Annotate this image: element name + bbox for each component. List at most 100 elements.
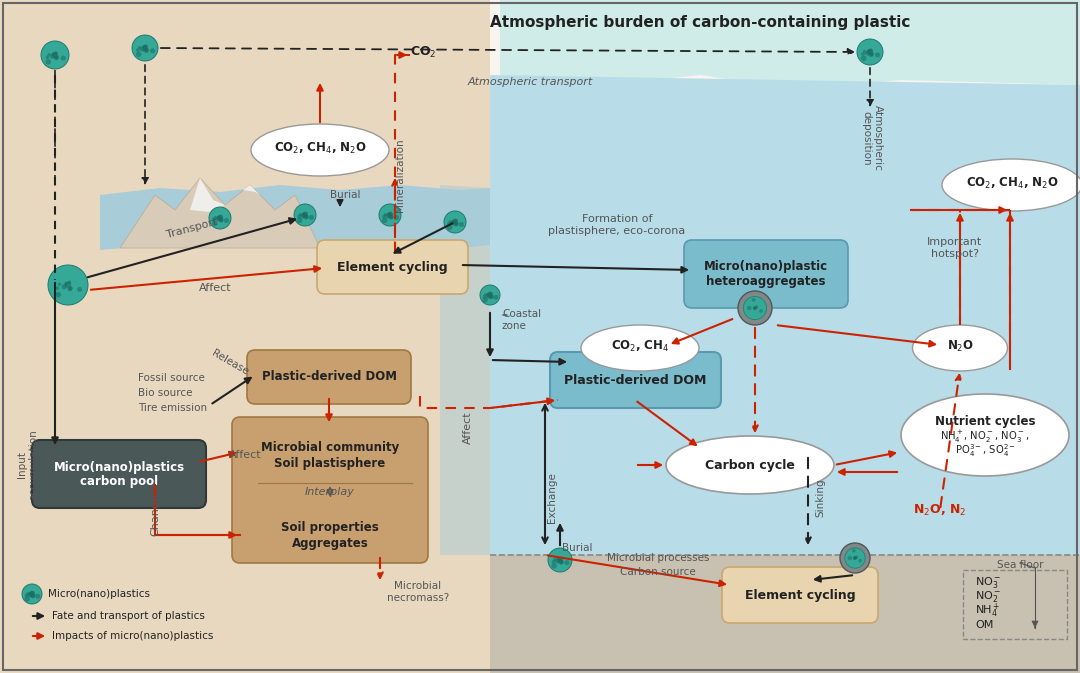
- Polygon shape: [120, 178, 320, 248]
- Circle shape: [863, 50, 866, 53]
- Circle shape: [557, 557, 563, 563]
- Circle shape: [487, 291, 494, 298]
- Polygon shape: [0, 0, 490, 673]
- Circle shape: [867, 48, 873, 55]
- Circle shape: [859, 559, 862, 563]
- Circle shape: [858, 39, 883, 65]
- Circle shape: [386, 213, 391, 219]
- Circle shape: [52, 52, 58, 58]
- Circle shape: [144, 48, 149, 53]
- Circle shape: [132, 35, 158, 61]
- Circle shape: [143, 45, 146, 49]
- Circle shape: [25, 596, 30, 602]
- Circle shape: [219, 215, 222, 218]
- Circle shape: [487, 293, 490, 296]
- Circle shape: [552, 560, 555, 564]
- Text: Interplay: Interplay: [305, 487, 355, 497]
- Circle shape: [486, 293, 490, 298]
- Circle shape: [303, 215, 309, 219]
- Circle shape: [489, 292, 492, 295]
- Circle shape: [865, 50, 870, 56]
- Circle shape: [77, 287, 82, 292]
- Text: Important
hotspot?: Important hotspot?: [928, 237, 983, 259]
- Circle shape: [388, 213, 391, 216]
- Circle shape: [30, 594, 36, 598]
- Circle shape: [853, 557, 856, 560]
- Text: Formation of
plastisphere, eco-corona: Formation of plastisphere, eco-corona: [549, 214, 686, 236]
- Circle shape: [218, 218, 224, 223]
- Circle shape: [743, 296, 767, 320]
- Circle shape: [217, 215, 224, 221]
- Circle shape: [861, 52, 865, 56]
- Circle shape: [52, 52, 55, 56]
- Text: Plastic-derived DOM: Plastic-derived DOM: [261, 371, 396, 384]
- Circle shape: [488, 295, 494, 299]
- Text: Nutrient cycles: Nutrient cycles: [935, 415, 1036, 429]
- Text: CO$_2$, CH$_4$, N$_2$O: CO$_2$, CH$_4$, N$_2$O: [966, 176, 1058, 190]
- Circle shape: [136, 52, 141, 57]
- Circle shape: [861, 56, 866, 61]
- Circle shape: [300, 213, 306, 219]
- Circle shape: [484, 293, 487, 296]
- Text: Coastal
zone: Coastal zone: [502, 309, 541, 331]
- Circle shape: [29, 591, 36, 597]
- Ellipse shape: [251, 124, 389, 176]
- Text: N$_2$O, N$_2$: N$_2$O, N$_2$: [914, 503, 967, 518]
- Circle shape: [459, 222, 464, 227]
- Circle shape: [559, 560, 564, 564]
- Circle shape: [62, 284, 67, 289]
- Circle shape: [869, 48, 873, 52]
- Circle shape: [145, 48, 149, 52]
- Polygon shape: [500, 0, 1080, 90]
- FancyBboxPatch shape: [318, 240, 468, 294]
- Polygon shape: [100, 185, 490, 250]
- Circle shape: [299, 213, 302, 216]
- Circle shape: [219, 217, 224, 222]
- Ellipse shape: [581, 325, 699, 371]
- Text: CO$_2$: CO$_2$: [410, 44, 436, 59]
- Text: Element cycling: Element cycling: [337, 260, 447, 273]
- Circle shape: [138, 46, 141, 49]
- Circle shape: [869, 52, 874, 57]
- Circle shape: [224, 218, 229, 223]
- Circle shape: [455, 221, 459, 226]
- Text: Release: Release: [210, 349, 251, 378]
- Circle shape: [854, 555, 859, 559]
- Circle shape: [60, 56, 66, 61]
- Circle shape: [848, 556, 852, 560]
- Text: Microbial processes: Microbial processes: [607, 553, 710, 563]
- Text: carbon pool: carbon pool: [80, 476, 158, 489]
- Text: Transport: Transport: [165, 217, 218, 240]
- Circle shape: [387, 212, 393, 218]
- Circle shape: [54, 55, 58, 60]
- Circle shape: [26, 592, 29, 595]
- Circle shape: [45, 55, 50, 59]
- Circle shape: [489, 295, 494, 299]
- Circle shape: [212, 218, 216, 221]
- Text: Plastic-derived DOM: Plastic-derived DOM: [564, 374, 706, 386]
- Circle shape: [845, 548, 865, 568]
- FancyBboxPatch shape: [723, 567, 878, 623]
- Circle shape: [755, 306, 758, 309]
- Circle shape: [753, 306, 756, 310]
- Circle shape: [48, 265, 87, 305]
- Text: Soil properties: Soil properties: [281, 522, 379, 534]
- Circle shape: [853, 556, 858, 560]
- Circle shape: [447, 222, 450, 225]
- Circle shape: [55, 55, 59, 59]
- FancyBboxPatch shape: [550, 352, 721, 408]
- FancyBboxPatch shape: [32, 440, 206, 508]
- Text: NO$_3^-$: NO$_3^-$: [975, 575, 1001, 590]
- Circle shape: [217, 215, 220, 219]
- Circle shape: [150, 48, 156, 53]
- Text: Micro(nano)plastics: Micro(nano)plastics: [48, 589, 150, 599]
- Circle shape: [301, 212, 308, 218]
- Text: Sea floor: Sea floor: [997, 560, 1043, 570]
- Text: NH$_4^+$: NH$_4^+$: [975, 602, 1000, 620]
- Text: Tire emission: Tire emission: [138, 403, 207, 413]
- Text: Change: Change: [150, 493, 160, 536]
- Circle shape: [389, 212, 393, 215]
- Text: Element cycling: Element cycling: [745, 588, 855, 602]
- Text: Micro(nano)plastic
heteroaggregates: Micro(nano)plastic heteroaggregates: [704, 260, 828, 288]
- Circle shape: [31, 594, 36, 598]
